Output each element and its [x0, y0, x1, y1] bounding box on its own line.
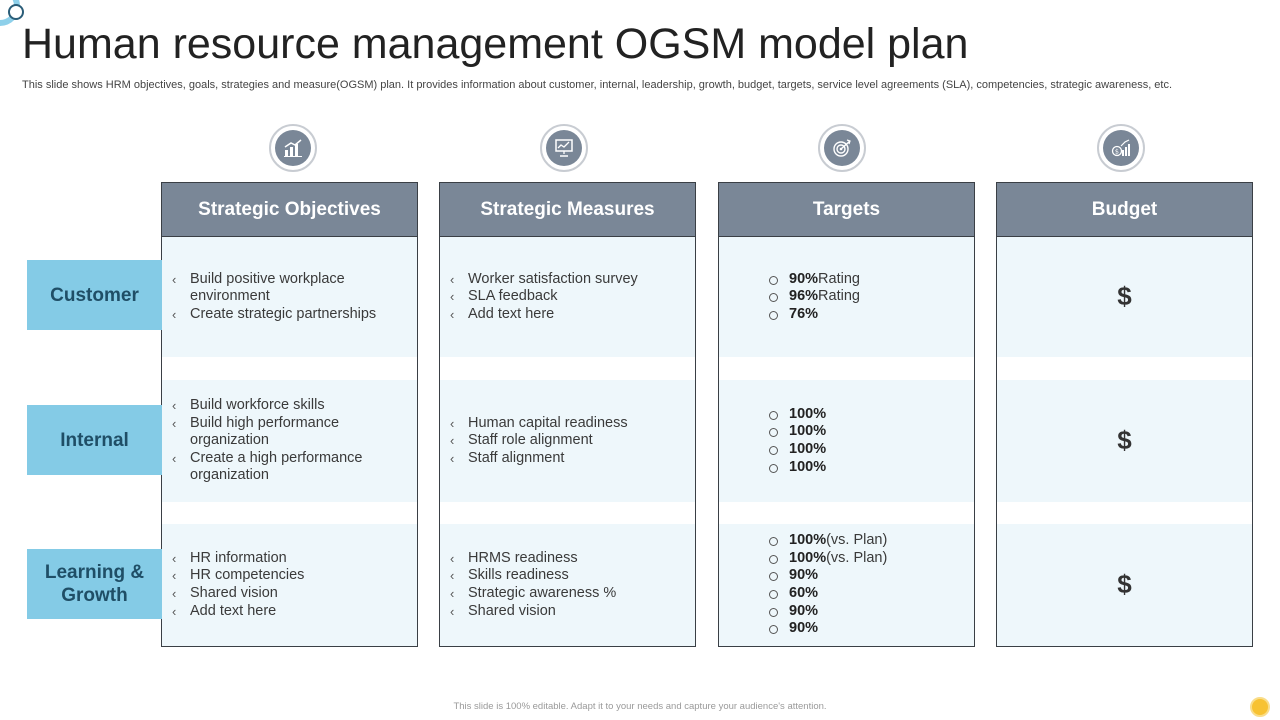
- column-header: Strategic Measures: [440, 183, 695, 237]
- measures-learning-cell: ‹ HRMS readiness ‹ Skills readiness ‹ Strat…: [440, 524, 695, 646]
- list-item: 90%: [769, 567, 974, 585]
- targets-learning-cell: 100% (vs. Plan) 100% (vs. Plan) 90% 60% 90…: [719, 524, 974, 646]
- circle-bullet-icon: [769, 590, 778, 599]
- list-item: 100%: [769, 406, 974, 424]
- column-strategic-measures: Strategic Measures ‹ Worker satisfaction …: [439, 182, 696, 647]
- list-item: ‹ HR information: [172, 549, 287, 566]
- column-targets: Targets 90% Rating 96% Rating 76% 100% 1…: [718, 182, 975, 647]
- row-label-internal: Internal: [27, 405, 162, 475]
- dollar-sign: $: [1117, 281, 1132, 312]
- list-item: 60%: [769, 585, 974, 603]
- list-item: 76%: [769, 306, 974, 324]
- list-item: ‹ Shared vision: [450, 602, 556, 619]
- list-item: ‹ Create a high performance organization: [172, 449, 363, 484]
- list-item: ‹ Build workforce skills: [172, 397, 325, 414]
- list-item: 90%: [769, 603, 974, 621]
- decorative-dot-icon: [1250, 697, 1270, 717]
- list-item: ‹ Shared vision: [172, 585, 278, 601]
- circle-bullet-icon: [769, 463, 778, 473]
- list-item: 100% (vs. Plan): [769, 532, 974, 550]
- footer-note: This slide is 100% editable. Adapt it to…: [453, 701, 827, 712]
- list-item: ‹ HRMS readiness: [450, 549, 578, 566]
- targets-internal-cell: 100% 100% 100% 100%: [719, 380, 974, 502]
- circle-bullet-icon: [769, 625, 778, 635]
- presentation-board-icon: [540, 124, 588, 172]
- list-item: 90%: [769, 620, 974, 638]
- objectives-learning-cell: ‹ HR information ‹ HR competencies ‹ Shared…: [162, 524, 417, 646]
- list-item: ‹ Skills readiness: [450, 567, 569, 584]
- objectives-customer-cell: ‹ Build positive workplace environment ‹ C…: [162, 237, 417, 357]
- circle-bullet-icon: [769, 572, 778, 582]
- circle-bullet-icon: [769, 410, 778, 420]
- objectives-internal-cell: ‹ Build workforce skills ‹ Build high perf…: [162, 380, 417, 502]
- svg-text:$: $: [1115, 148, 1119, 156]
- budget-customer-cell: $: [997, 237, 1252, 357]
- column-budget: Budget $ $ $: [996, 182, 1253, 647]
- list-item: ‹ Build positive workplace environment: [172, 270, 345, 305]
- budget-learning-cell: $: [997, 524, 1252, 646]
- column-strategic-objectives: Strategic Objectives ‹ Build positive wor…: [161, 182, 418, 647]
- measures-customer-cell: ‹ Worker satisfaction survey ‹ SLA feedbac…: [440, 237, 695, 357]
- circle-bullet-icon: [769, 446, 778, 455]
- list-item: 100%: [769, 459, 974, 477]
- list-item: ‹ Add text here: [450, 305, 555, 322]
- circle-bullet-icon: [769, 293, 778, 303]
- list-item: ‹ Staff role alignment: [450, 432, 593, 449]
- column-header: Targets: [719, 183, 974, 237]
- list-item: ‹ Worker satisfaction survey: [450, 270, 638, 287]
- list-item: 100% (vs. Plan): [769, 550, 974, 568]
- circle-bullet-icon: [769, 607, 778, 617]
- list-item: ‹ Add text here: [172, 602, 277, 619]
- page-subtitle: This slide shows HRM objectives, goals, …: [22, 79, 1173, 91]
- column-header: Strategic Objectives: [162, 183, 417, 237]
- list-item: ‹ Build high performance organization: [172, 414, 340, 449]
- list-item: ‹ Create strategic partnerships: [172, 305, 377, 322]
- targets-customer-cell: 90% Rating 96% Rating 76%: [719, 237, 974, 357]
- budget-internal-cell: $: [997, 380, 1252, 502]
- circle-bullet-icon: [769, 554, 778, 564]
- circle-bullet-icon: [769, 537, 778, 547]
- list-item: ‹ Human capital readiness: [450, 414, 628, 431]
- list-item: ‹ SLA feedback: [450, 288, 558, 305]
- list-item: 100%: [769, 441, 974, 459]
- dollar-sign: $: [1117, 569, 1132, 600]
- list-item: ‹ Staff alignment: [450, 449, 565, 466]
- column-header: Budget: [997, 183, 1252, 237]
- list-item: 90% Rating: [769, 271, 974, 289]
- growth-chart-icon: [269, 124, 317, 172]
- circle-bullet-icon: [769, 310, 778, 320]
- circle-bullet-icon: [769, 275, 778, 285]
- dollar-sign: $: [1117, 425, 1132, 456]
- page-title: Human resource management OGSM model pla…: [22, 20, 969, 68]
- target-arrow-icon: [818, 124, 866, 172]
- corner-decoration-dot: [8, 4, 24, 20]
- row-label-learning-growth: Learning & Growth: [27, 549, 162, 619]
- circle-bullet-icon: [769, 428, 778, 438]
- list-item: ‹ HR competencies: [172, 567, 305, 584]
- list-item: 96% Rating: [769, 288, 974, 306]
- money-growth-icon: $: [1097, 124, 1145, 172]
- row-label-customer: Customer: [27, 260, 162, 330]
- list-item: 100%: [769, 423, 974, 441]
- measures-internal-cell: ‹ Human capital readiness ‹ Staff role ali…: [440, 380, 695, 502]
- list-item: ‹ Strategic awareness %: [450, 585, 617, 601]
